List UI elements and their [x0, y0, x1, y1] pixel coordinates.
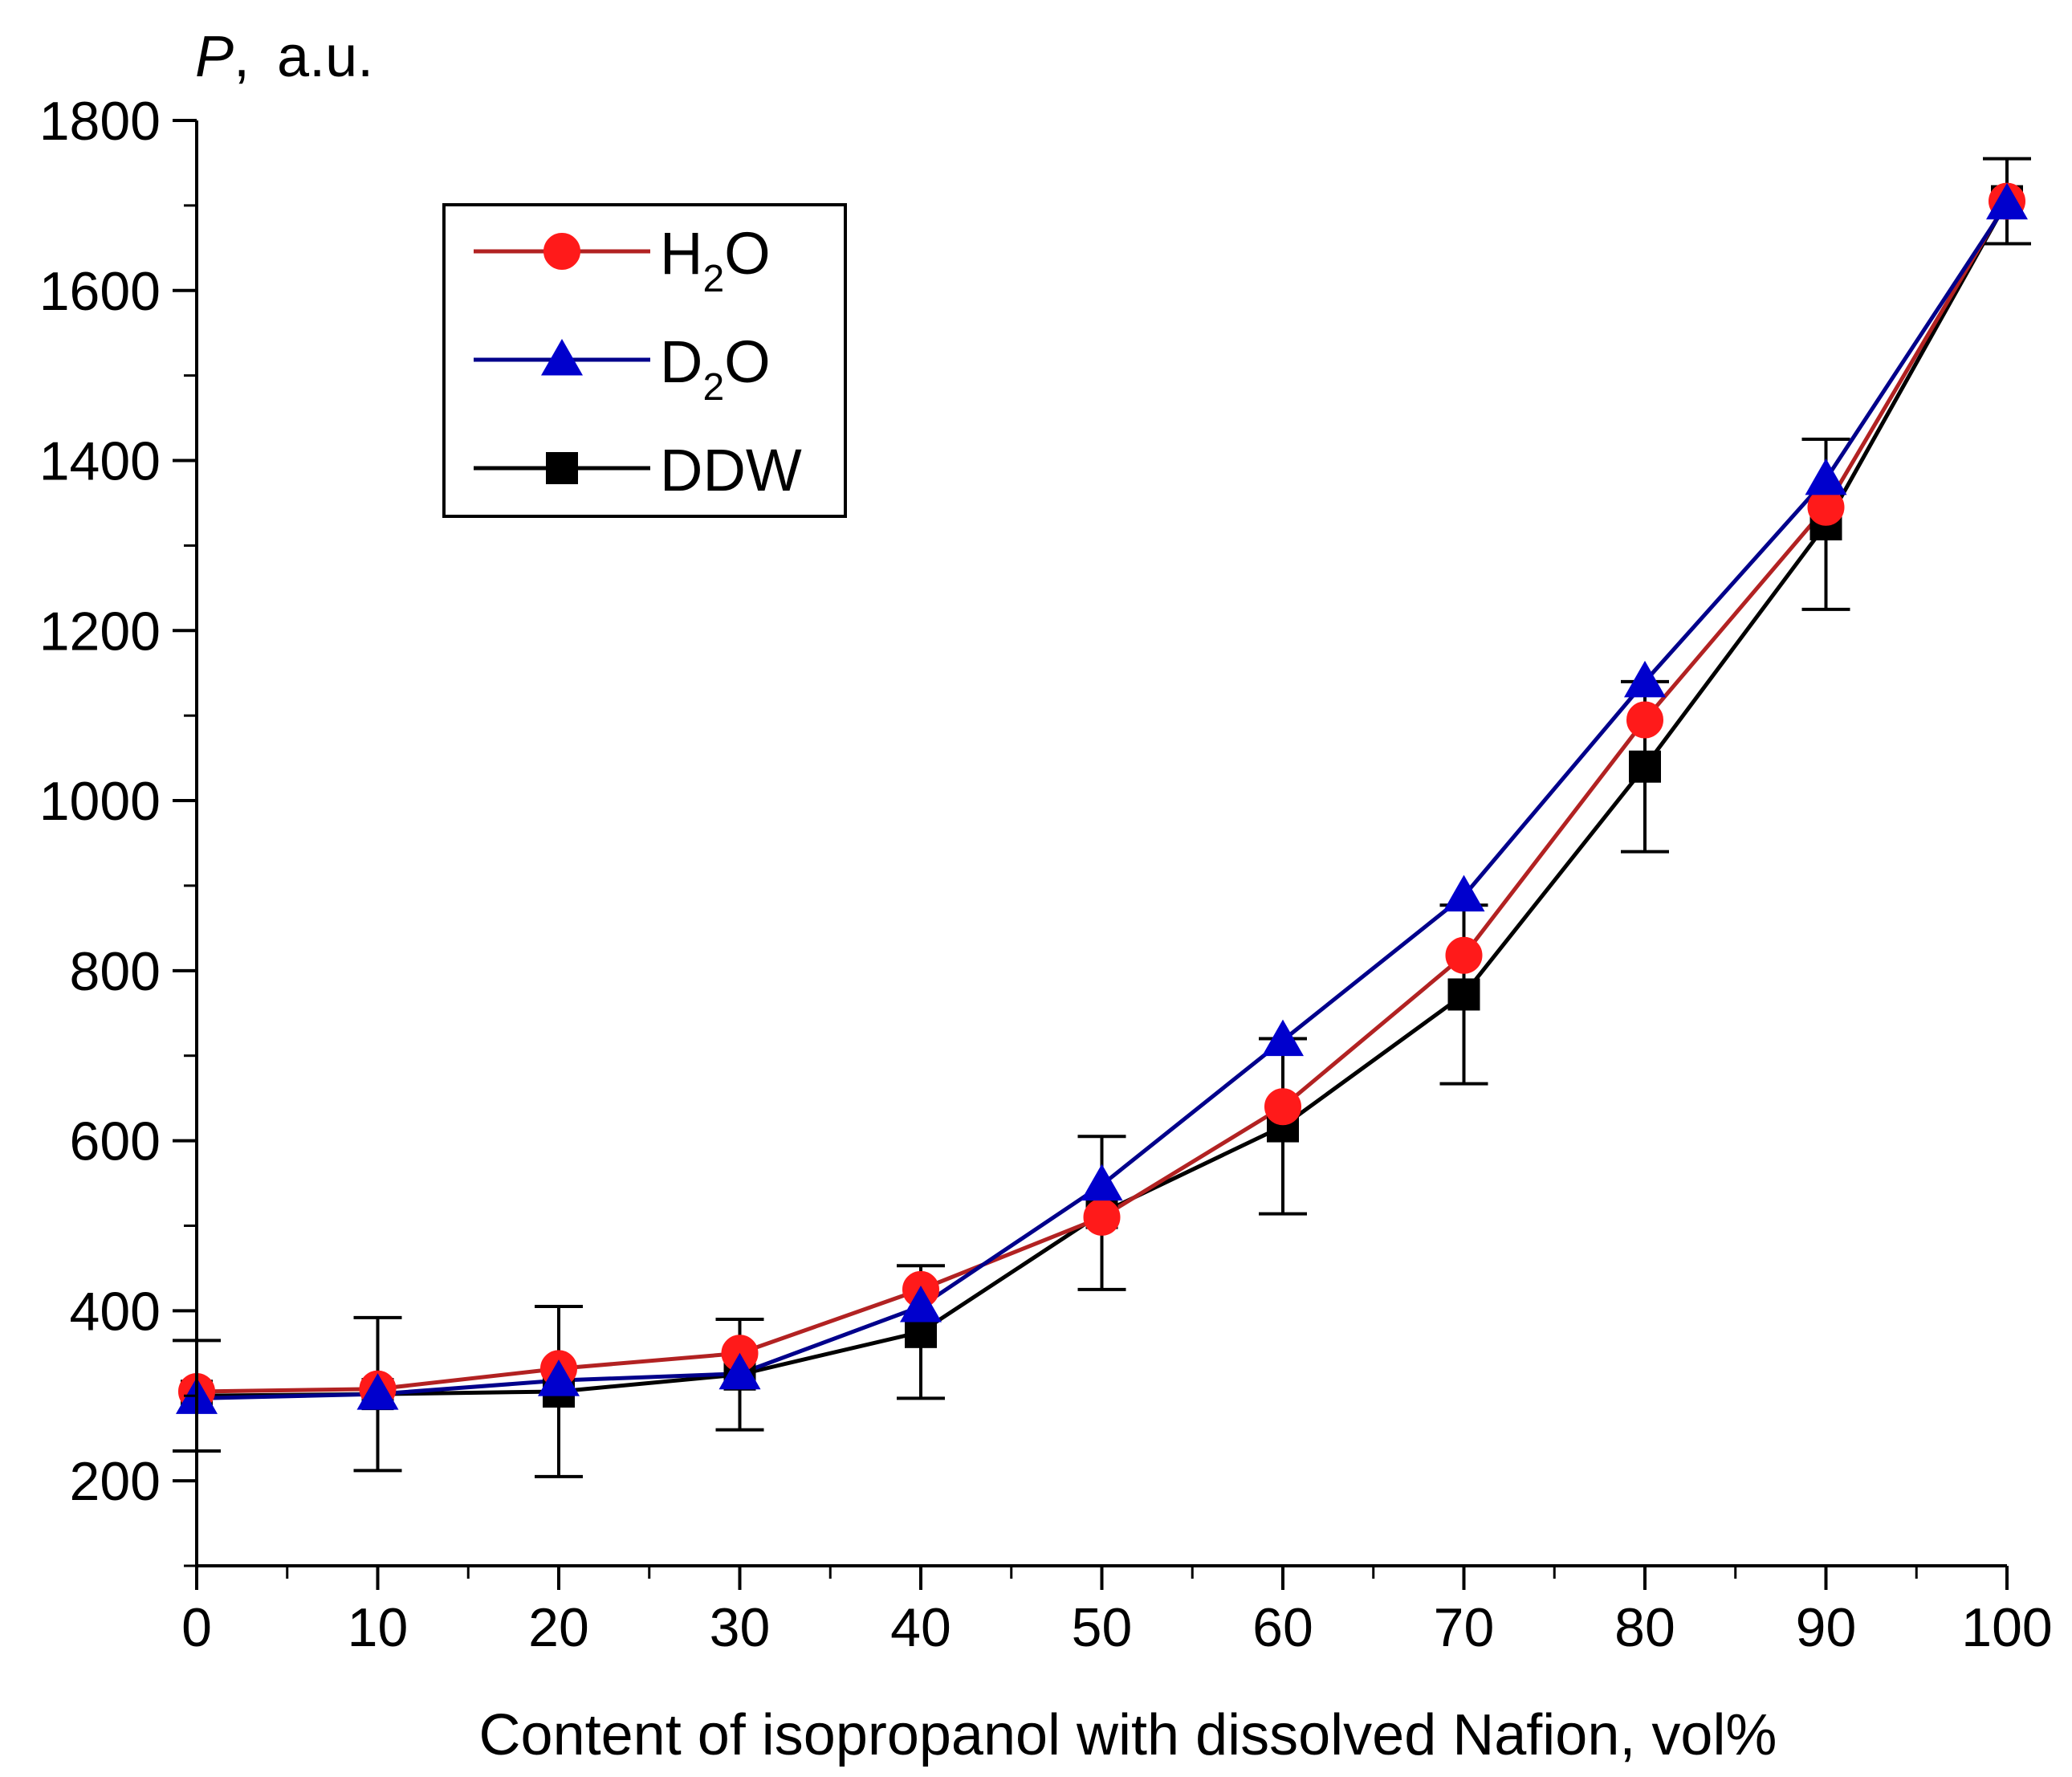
y-tick-label: 1800	[39, 91, 161, 152]
data-point-d2o	[900, 1286, 942, 1323]
x-tick-label: 20	[528, 1597, 589, 1658]
legend-label-sub: 2	[702, 258, 724, 300]
y-tick-label: 800	[70, 941, 161, 1002]
y-tick-label: 400	[70, 1281, 161, 1342]
y-axis: 200 400 600 800 1000 1200 1400 1600 1800	[39, 91, 198, 1567]
x-tick-label: 100	[1961, 1597, 2052, 1658]
legend-marker-ddw	[546, 452, 578, 484]
x-tick-label: 40	[890, 1597, 951, 1658]
y-tick-label: 1200	[39, 601, 161, 662]
legend-label-sub: 2	[702, 366, 724, 409]
y-axis-unit: a.u.	[277, 25, 373, 89]
data-point-d2o	[1805, 458, 1847, 495]
data-point-d2o	[1443, 874, 1485, 912]
x-tick-label: 70	[1434, 1597, 1495, 1658]
data-point-h2o	[1626, 701, 1663, 739]
x-tick-label: 90	[1796, 1597, 1857, 1658]
data-point-h2o	[1264, 1088, 1301, 1126]
x-tick-label: 50	[1072, 1597, 1133, 1658]
data-point-d2o	[1081, 1164, 1123, 1201]
y-tick-label: 1000	[39, 771, 161, 832]
x-tick-label: 80	[1614, 1597, 1675, 1658]
legend-marker-d2o	[541, 339, 583, 376]
data-point-d2o	[356, 1373, 399, 1410]
x-tick-label: 30	[710, 1597, 771, 1658]
y-tick-label: 200	[70, 1451, 161, 1512]
data-point-d2o	[1624, 660, 1666, 698]
legend-label-main: D	[660, 328, 702, 395]
y-tick-label: 600	[70, 1111, 161, 1172]
legend-label-main: DDW	[660, 437, 802, 503]
x-tick-label: 10	[348, 1597, 409, 1658]
y-tick-label: 1400	[39, 431, 161, 492]
data-point-h2o	[1083, 1198, 1121, 1236]
y-axis-title: P, a.u.	[195, 25, 373, 89]
data-point-h2o	[1807, 488, 1845, 526]
legend-label-h2o: H2O	[660, 220, 771, 300]
data-point-d2o	[1986, 182, 2028, 220]
data-point-h2o	[1445, 936, 1483, 974]
legend-label-tail: O	[724, 328, 771, 395]
y-tick-label: 1600	[39, 261, 161, 322]
data-point-ddw	[1629, 750, 1661, 783]
x-axis-title: Content of isopropanol with dissolved Na…	[479, 1703, 1777, 1767]
data-point-ddw	[1447, 978, 1480, 1011]
legend-label-main: H	[660, 220, 702, 287]
legend-label-ddw: DDW	[660, 437, 802, 503]
legend-marker-h2o	[543, 233, 580, 270]
x-tick-label: 0	[181, 1597, 212, 1658]
data-point-d2o	[538, 1359, 580, 1396]
x-tick-label: 60	[1252, 1597, 1313, 1658]
data-point-d2o	[1262, 1019, 1304, 1057]
x-axis: 0 10 20 30 40 50 60 70 80 90 100	[181, 1564, 2053, 1658]
legend-label-tail: O	[724, 220, 771, 287]
legend-label-d2o: D2O	[660, 328, 771, 409]
data-point-d2o	[718, 1352, 761, 1390]
y-axis-variable: P	[195, 25, 234, 89]
